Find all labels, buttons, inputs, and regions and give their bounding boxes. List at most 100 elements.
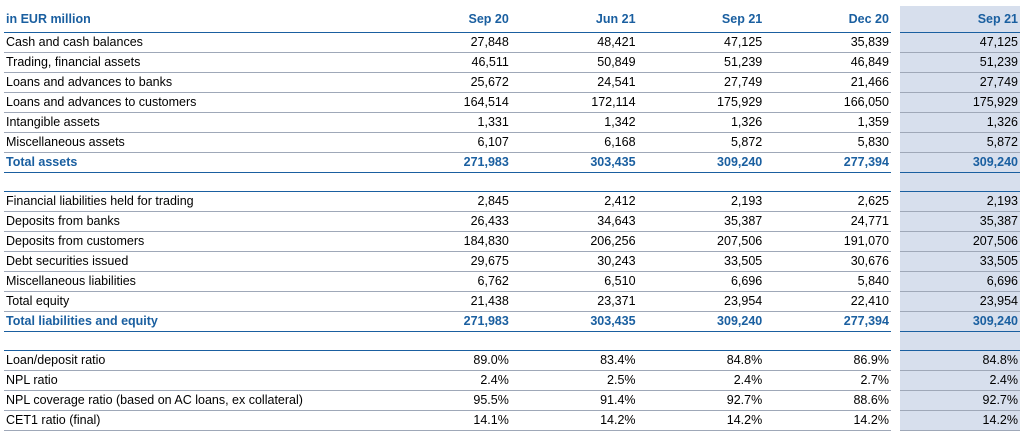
table-row: Loans and advances to banks 25,672 24,541 2… (4, 72, 1020, 93)
cell-value: 6,762 (384, 271, 511, 292)
cell-value-highlighted: 27,749 (900, 72, 1020, 93)
row-label: Deposits from banks (4, 211, 385, 232)
cell-value: 303,435 (510, 311, 638, 332)
column-gap (891, 133, 900, 153)
cell-value: 206,256 (510, 231, 638, 252)
table-row: Miscellaneous assets 6,107 6,168 5,872 5,830… (4, 132, 1020, 153)
column-gap (891, 292, 900, 312)
cell-value: 14.2% (637, 410, 765, 431)
row-label: Total liabilities and equity (4, 311, 385, 332)
row-label: Loans and advances to customers (4, 92, 385, 113)
total-row: Total assets 271,983 303,435 309,240 277,394… (4, 152, 1020, 173)
cell-value-highlighted: 2,193 (900, 191, 1020, 212)
row-label: Miscellaneous assets (4, 132, 385, 153)
row-label: CET1 ratio (final) (4, 410, 385, 431)
table-row: Intangible assets 1,331 1,342 1,326 1,359 1,3… (4, 112, 1020, 133)
row-label: Loan/deposit ratio (4, 350, 385, 371)
spacer-cell (384, 173, 511, 192)
ratios-section: Loan/deposit ratio 89.0% 83.4% 84.8% 86.9% 84… (4, 331, 1020, 431)
cell-value: 164,514 (384, 92, 511, 113)
table-row: Financial liabilities held for trading 2,… (4, 191, 1020, 212)
spacer-cell (511, 173, 638, 192)
cell-value: 21,438 (384, 291, 511, 312)
cell-value: 2,193 (637, 191, 765, 212)
cell-value: 6,107 (384, 132, 511, 153)
table-row: NPL coverage ratio (based on AC loans, e… (4, 390, 1020, 411)
spacer-cell (764, 332, 891, 351)
cell-value: 277,394 (764, 152, 891, 173)
cell-value: 5,830 (764, 132, 891, 153)
column-gap (891, 272, 900, 292)
row-label: Intangible assets (4, 112, 385, 133)
row-label: Loans and advances to banks (4, 72, 385, 93)
cell-value: 2.4% (637, 370, 765, 391)
cell-value: 271,983 (384, 311, 511, 332)
cell-value: 23,954 (637, 291, 765, 312)
cell-value: 35,839 (764, 32, 891, 53)
cell-value: 25,672 (384, 72, 511, 93)
cell-value-highlighted: 51,239 (900, 52, 1020, 73)
table-row: Total equity 21,438 23,371 23,954 22,410 23,9… (4, 291, 1020, 312)
balance-sheet-table: in EUR million Sep 20 Jun 21 Sep 21 Dec … (4, 6, 1020, 431)
cell-value: 277,394 (764, 311, 891, 332)
cell-value: 184,830 (384, 231, 511, 252)
cell-value: 2,845 (384, 191, 511, 212)
cell-value: 1,331 (384, 112, 511, 133)
section-spacer (4, 172, 1020, 192)
spacer-cell (384, 332, 511, 351)
column-header: Jun 21 (510, 6, 638, 33)
cell-value: 35,387 (637, 211, 765, 232)
column-gap (891, 113, 900, 133)
cell-value: 24,541 (510, 72, 638, 93)
row-label: Financial liabilities held for trading (4, 191, 385, 212)
cell-value: 24,771 (764, 211, 891, 232)
column-header: Sep 21 (637, 6, 765, 33)
spacer-cell (900, 172, 1020, 192)
cell-value: 172,114 (510, 92, 638, 113)
cell-value: 14.1% (384, 410, 511, 431)
table-row: Loan/deposit ratio 89.0% 83.4% 84.8% 86.9% 84… (4, 350, 1020, 371)
cell-value: 309,240 (637, 311, 765, 332)
cell-value: 29,675 (384, 251, 511, 272)
cell-value: 34,643 (510, 211, 638, 232)
spacer-cell (900, 331, 1020, 351)
row-label: NPL ratio (4, 370, 385, 391)
column-header: Dec 20 (764, 6, 891, 33)
unit-label: in EUR million (4, 6, 385, 33)
cell-value: 83.4% (510, 350, 638, 371)
column-gap (891, 252, 900, 272)
cell-value: 27,749 (637, 72, 765, 93)
column-gap (891, 212, 900, 232)
cell-value: 1,342 (510, 112, 638, 133)
table-row: Deposits from banks 26,433 34,643 35,387 24,… (4, 211, 1020, 232)
liabilities-section: Financial liabilities held for trading 2,… (4, 172, 1020, 332)
cell-value: 175,929 (637, 92, 765, 113)
cell-value: 46,511 (384, 52, 511, 73)
cell-value: 6,510 (510, 271, 638, 292)
cell-value-highlighted: 309,240 (900, 152, 1020, 173)
column-gap (891, 411, 900, 431)
column-gap (891, 232, 900, 252)
table-row: Cash and cash balances 27,848 48,421 47,125… (4, 32, 1020, 53)
cell-value: 22,410 (764, 291, 891, 312)
column-gap (891, 312, 900, 332)
cell-value: 89.0% (384, 350, 511, 371)
row-label: Trading, financial assets (4, 52, 385, 73)
column-gap (891, 371, 900, 391)
cell-value: 21,466 (764, 72, 891, 93)
column-header-highlighted: Sep 21 (900, 6, 1020, 33)
cell-value-highlighted: 309,240 (900, 311, 1020, 332)
cell-value: 303,435 (510, 152, 638, 173)
column-gap (891, 6, 900, 33)
row-label: Total equity (4, 291, 385, 312)
spacer-cell (4, 173, 384, 192)
cell-value: 84.8% (637, 350, 765, 371)
cell-value-highlighted: 2.4% (900, 370, 1020, 391)
cell-value: 2,625 (764, 191, 891, 212)
table-body: in EUR million Sep 20 Jun 21 Sep 21 Dec … (4, 6, 1020, 33)
row-label: Miscellaneous liabilities (4, 271, 385, 292)
spacer-cell (638, 173, 765, 192)
column-gap (891, 93, 900, 113)
spacer-cell (511, 332, 638, 351)
cell-value: 14.2% (764, 410, 891, 431)
